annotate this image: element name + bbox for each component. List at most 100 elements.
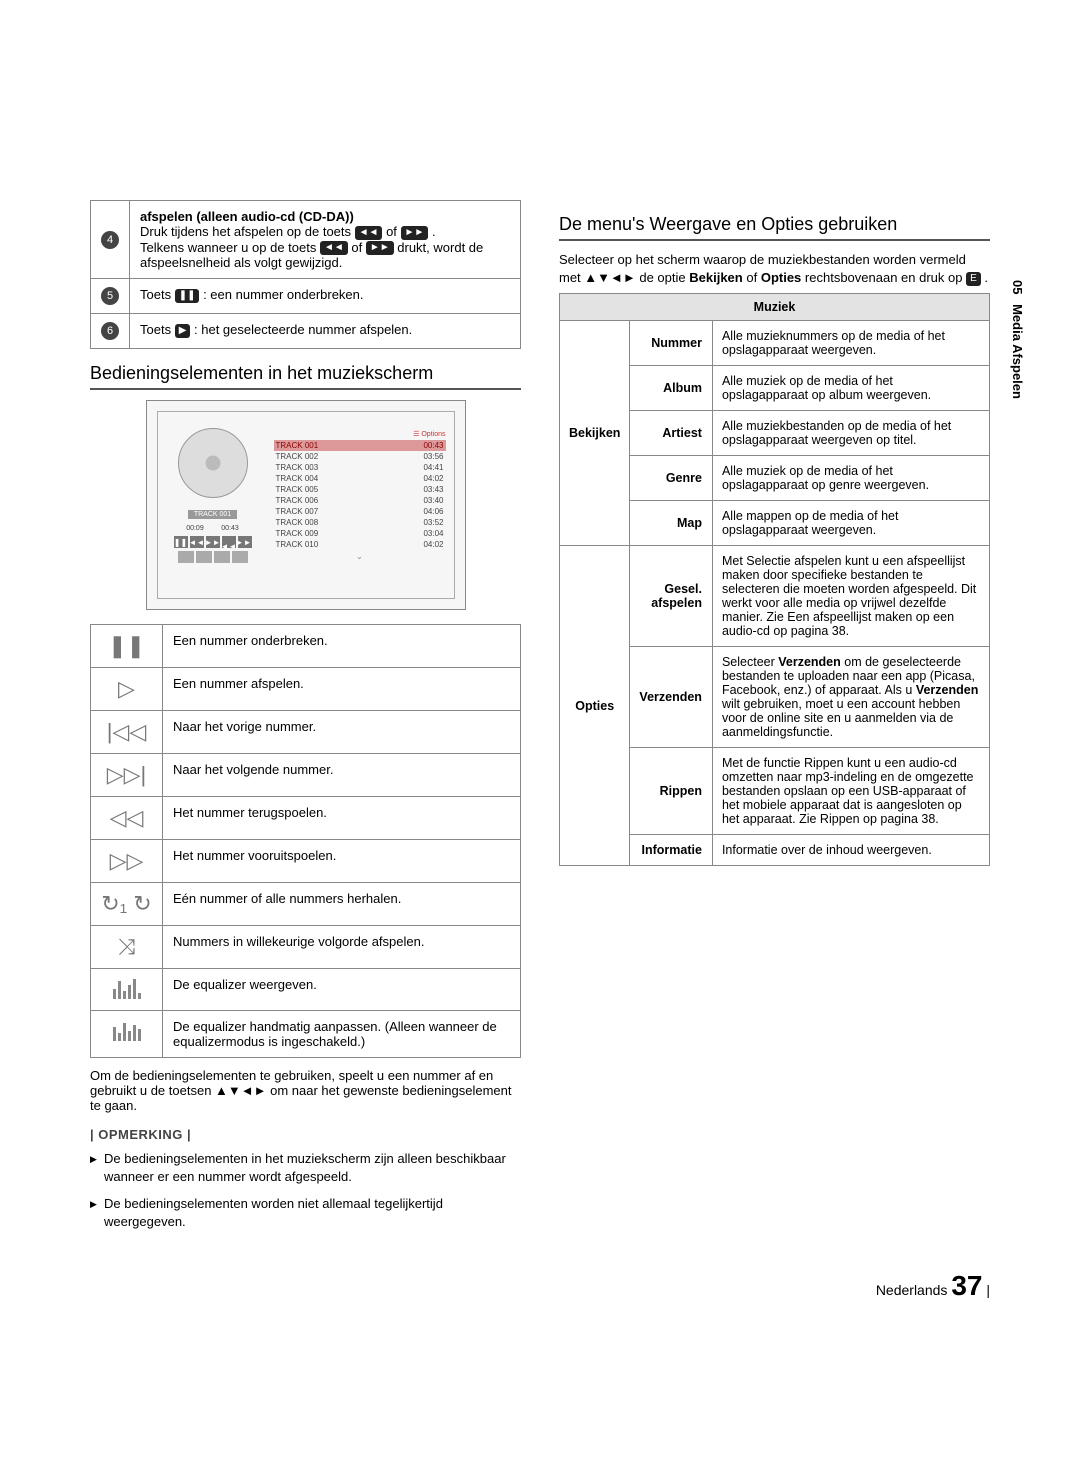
control-glyph-icon: ▷▷ [110,848,144,873]
control-desc: Een nummer afspelen. [163,668,521,711]
control-row: ▷ Een nummer afspelen. [91,668,521,711]
controls-caption: Om de bedieningselementen te gebruiken, … [90,1068,521,1113]
control-glyph-icon: ↻₁ ↻ [101,891,151,916]
rewind-search-icon: ◄◄ [320,241,348,255]
control-row: ⤨ Nummers in willekeurige volgorde afspel… [91,926,521,969]
control-desc: Het nummer terugspoelen. [163,797,521,840]
control-desc: Een nummer onderbreken. [163,625,521,668]
prev-track-icon[interactable]: |◄◄ [222,536,236,548]
control-desc: De equalizer weergeven. [163,969,521,1011]
step-4-cell: afspelen (alleen audio-cd (CD-DA)) Druk … [130,201,521,279]
menu-options-table: Muziek BekijkenNummerAlle muzieknummers … [559,293,990,866]
left-heading: Bedieningselementen in het muziekscherm [90,363,521,390]
menu-desc: Alle muziekbestanden op de media of het … [712,411,989,456]
menu-row: BekijkenNummerAlle muzieknummers op de m… [560,321,990,366]
fastforward-icon[interactable]: ►► [206,536,220,548]
track-row[interactable]: TRACK 00704:06 [274,506,446,517]
control-desc: Eén nummer of alle nummers herhalen. [163,883,521,926]
track-row[interactable]: TRACK 00203:56 [274,451,446,462]
step-6-badge: 6 [101,322,119,340]
note-item: De bedieningselementen in het muzieksche… [90,1150,521,1185]
menu-table-header: Muziek [560,294,990,321]
play-icon: ▶ [175,324,191,338]
track-row[interactable]: TRACK 01004:02 [274,539,446,550]
right-intro: Selecteer op het scherm waarop de muziek… [559,251,990,287]
menu-sub: Artiest [630,411,713,456]
chapter-number: 05 [1010,280,1025,294]
menu-desc: Met Selectie afspelen kunt u een afspeel… [712,546,989,647]
control-row: ↻₁ ↻ Eén nummer of alle nummers herhalen. [91,883,521,926]
control-glyph-icon: ❚❚ [108,633,145,658]
page-footer: Nederlands 37 | [90,1270,990,1302]
note-label: | OPMERKING | [90,1127,521,1142]
control-glyph-icon: ◁◁ [110,805,144,830]
control-glyph-icon: ▷ [118,676,135,701]
step-5-badge: 5 [101,287,119,305]
forward-search-icon: ►► [366,241,394,255]
player-controls-row: ❚❚ ◄◄ ►► |◄◄ ►►| [174,536,252,548]
menu-desc: Alle mappen op de media of het opslagapp… [712,501,989,546]
track-row[interactable]: TRACK 00903:04 [274,528,446,539]
rewind-search-icon: ◄◄ [355,226,383,240]
forward-search-icon: ►► [401,226,429,240]
control-desc: Naar het volgende nummer. [163,754,521,797]
menu-group-opties: Opties [560,546,630,866]
note-item: De bedieningselementen worden niet allem… [90,1195,521,1230]
equalizer-manual-icon [113,1019,141,1041]
menu-desc: Selecteer Verzenden om de geselecteerde … [712,647,989,748]
player-controls-row-2 [178,551,248,563]
next-track-icon[interactable]: ►►| [238,536,252,548]
track-row[interactable]: TRACK 00503:43 [274,484,446,495]
controls-table: ❚❚ Een nummer onderbreken. ▷ Een nummer afs… [90,624,521,1058]
control-row: De equalizer weergeven. [91,969,521,1011]
menu-desc: Alle muziek op de media of het opslagapp… [712,366,989,411]
now-playing-label: TRACK 001 [188,510,237,519]
step-4-badge: 4 [101,231,119,249]
track-row[interactable]: TRACK 00603:40 [274,495,446,506]
control-row: |◁◁ Naar het vorige nummer. [91,711,521,754]
options-badge[interactable]: ☰ Options [274,430,446,438]
menu-desc: Informatie over de inhoud weergeven. [712,835,989,866]
chapter-title: Media Afspelen [1010,304,1025,399]
page-number: 37 [951,1270,982,1301]
numbered-instructions-table: 4 afspelen (alleen audio-cd (CD-DA)) Dru… [90,200,521,349]
chapter-tab: 05 Media Afspelen [1010,280,1025,399]
control-row: De equalizer handmatig aanpassen. (Allee… [91,1011,521,1058]
menu-sub: Rippen [630,748,713,835]
menu-sub: Genre [630,456,713,501]
menu-sub: Map [630,501,713,546]
pause-icon[interactable]: ❚❚ [174,536,188,548]
menu-desc: Met de functie Rippen kunt u een audio-c… [712,748,989,835]
control-row: ▷▷ Het nummer vooruitspoelen. [91,840,521,883]
track-row[interactable]: TRACK 00100:43 [274,440,446,451]
rewind-icon[interactable]: ◄◄ [190,536,204,548]
enter-icon: E [966,272,981,286]
menu-sub: Gesel. afspelen [630,546,713,647]
menu-row: OptiesGesel. afspelenMet Selectie afspel… [560,546,990,647]
track-row[interactable]: TRACK 00404:02 [274,473,446,484]
track-row[interactable]: TRACK 00803:52 [274,517,446,528]
footer-lang: Nederlands [876,1282,948,1298]
control-glyph-icon: |◁◁ [107,719,147,744]
menu-sub: Verzenden [630,647,713,748]
control-glyph-icon: ⤨ [118,934,136,959]
control-desc: Naar het vorige nummer. [163,711,521,754]
control-desc: Nummers in willekeurige volgorde afspele… [163,926,521,969]
step-6-cell: Toets ▶ : het geselecteerde nummer afspe… [130,314,521,349]
control-desc: Het nummer vooruitspoelen. [163,840,521,883]
pause-icon: ❚❚ [175,289,200,303]
menu-sub: Nummer [630,321,713,366]
cd-art-icon [178,428,248,498]
control-row: ◁◁ Het nummer terugspoelen. [91,797,521,840]
menu-sub: Album [630,366,713,411]
chevron-down-icon[interactable]: ⌄ [274,552,446,561]
equalizer-icon [113,977,141,999]
notes-list: De bedieningselementen in het muzieksche… [90,1150,521,1230]
control-glyph-icon: ▷▷| [107,762,147,787]
step-4-title: afspelen (alleen audio-cd (CD-DA)) [140,209,354,224]
right-heading: De menu's Weergave en Opties gebruiken [559,214,990,241]
control-row: ❚❚ Een nummer onderbreken. [91,625,521,668]
menu-sub: Informatie [630,835,713,866]
control-desc: De equalizer handmatig aanpassen. (Allee… [163,1011,521,1058]
track-row[interactable]: TRACK 00304:41 [274,462,446,473]
